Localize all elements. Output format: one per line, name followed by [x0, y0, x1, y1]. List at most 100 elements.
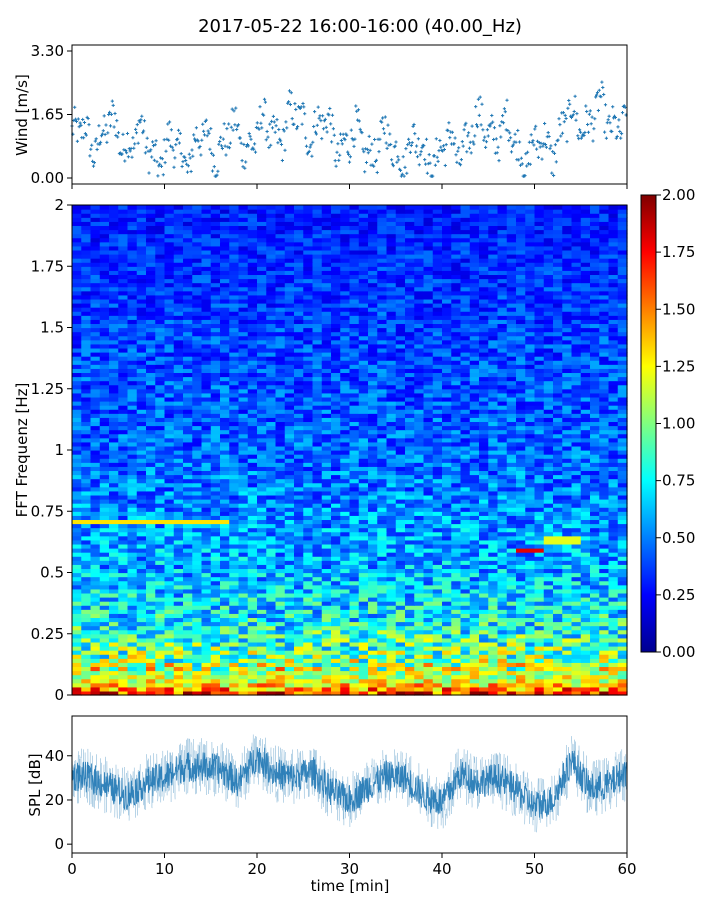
spectrogram-cell: [99, 678, 110, 684]
spectrogram-cell: [312, 629, 323, 635]
spectrogram-cell: [497, 356, 508, 361]
spectrogram-cell: [368, 678, 378, 684]
spectrogram-cell: [238, 572, 249, 578]
spectrogram-cell: [331, 617, 341, 623]
spectrogram-cell: [442, 437, 452, 443]
spectrogram-cell: [340, 380, 351, 386]
spectrogram-cell: [590, 543, 600, 549]
spectrogram-cell: [99, 592, 110, 598]
spectrogram-cell: [99, 580, 110, 586]
spectrogram-cell: [608, 519, 619, 525]
spectrogram-cell: [451, 637, 462, 643]
spectrogram-cell: [506, 392, 517, 398]
spectrogram-cell: [608, 617, 619, 623]
spectrogram-cell: [368, 613, 378, 619]
spectrogram-cell: [99, 401, 110, 406]
spectrogram-cell: [553, 494, 563, 500]
spectrogram-cell: [183, 490, 193, 496]
spectrogram-cell: [192, 535, 203, 541]
spectrogram-cell: [266, 690, 277, 696]
spectrogram-cell: [155, 646, 166, 651]
spectrogram-cell: [220, 625, 230, 631]
spectrogram-cell: [543, 392, 554, 398]
spectrogram-cell: [72, 368, 82, 374]
spectrogram-cell: [331, 658, 341, 663]
spectrogram-cell: [599, 609, 610, 614]
spectrogram-cell: [247, 535, 258, 541]
spectrogram-cell: [90, 535, 101, 541]
spectrogram-cell: [109, 494, 119, 500]
spectrogram-cell: [312, 478, 323, 484]
spectrogram-cell: [266, 507, 277, 512]
spectrogram-cell: [136, 417, 147, 423]
spectrogram-cell: [488, 543, 499, 549]
spectrogram-cell: [479, 658, 489, 663]
spectrogram-cell: [183, 450, 193, 455]
spectrogram-cell: [183, 592, 193, 598]
spectrogram-cell: [173, 523, 184, 529]
spectrogram-cell: [136, 597, 147, 602]
spectrogram-cell: [201, 507, 212, 512]
spectrogram-cell: [488, 372, 499, 378]
spectrogram-cell: [164, 690, 175, 696]
spectrogram-cell: [386, 637, 397, 643]
spectrogram-cell: [349, 519, 360, 525]
spectrogram-cell: [377, 503, 388, 508]
spectrogram-cell: [608, 507, 619, 512]
spectrogram-cell: [155, 474, 166, 480]
spectrogram-cell: [423, 454, 434, 459]
spectrogram-cell: [229, 482, 240, 488]
spectrogram-cell: [590, 429, 600, 435]
spectrogram-cell: [349, 454, 360, 459]
spectrogram-cell: [294, 588, 304, 594]
wind-x-ticks: [71, 184, 628, 189]
spectrogram-cell: [266, 666, 277, 672]
spectrogram-cell: [349, 535, 360, 541]
spectrogram-cell: [516, 445, 526, 451]
spectrogram-cell: [525, 658, 536, 663]
spectrogram-cell: [617, 650, 628, 655]
spectrogram-cell: [229, 613, 240, 619]
spectrogram-cell: [284, 662, 295, 668]
spectrogram-cell: [516, 388, 526, 394]
spectrogram-cell: [220, 519, 230, 525]
spectrogram-cell: [377, 425, 388, 431]
spectrogram-cell: [257, 527, 267, 533]
spectrogram-cell: [192, 670, 203, 676]
spectrogram-cell: [303, 560, 314, 565]
spectrogram-cell: [534, 372, 545, 378]
spectrogram-cell: [312, 433, 323, 439]
spectrogram-cell: [599, 396, 610, 402]
spectrogram-cell: [506, 450, 517, 455]
spectrogram-cell: [497, 539, 508, 545]
spectrogram-cell: [321, 405, 332, 410]
spectrogram-cell: [608, 396, 619, 402]
spectrogram-cell: [201, 621, 212, 627]
spectrogram-cell: [201, 564, 212, 570]
spectrogram-cell: [525, 372, 536, 378]
spectrogram-cell: [331, 621, 341, 627]
spectrogram-cell: [525, 523, 536, 529]
spectrogram-cell: [303, 507, 314, 512]
spectrogram-cell: [368, 499, 378, 504]
spectrogram-cell: [543, 637, 554, 643]
spectrogram-cell: [349, 641, 360, 647]
spectrogram-cell: [479, 625, 489, 631]
spectrogram-cell: [321, 556, 332, 561]
spectrogram-cell: [164, 584, 175, 590]
spectrogram-cell: [525, 392, 536, 398]
spectrogram-cell: [72, 686, 82, 692]
spectrogram-cell: [275, 380, 286, 386]
spectrogram-cell: [90, 486, 101, 492]
spectrogram-cell: [358, 548, 369, 553]
spectrogram-cell: [81, 360, 92, 365]
spectrogram-cell: [81, 401, 92, 406]
spectrogram-cell: [349, 380, 360, 386]
spectrogram-cell: [608, 568, 619, 574]
spectrogram-cell: [442, 507, 452, 512]
spectrogram-cell: [340, 462, 351, 467]
spectrogram-cell: [340, 368, 351, 374]
spectrogram-cell: [368, 535, 378, 541]
spectrogram-cell: [516, 564, 526, 570]
spectrogram-cell: [183, 690, 193, 696]
